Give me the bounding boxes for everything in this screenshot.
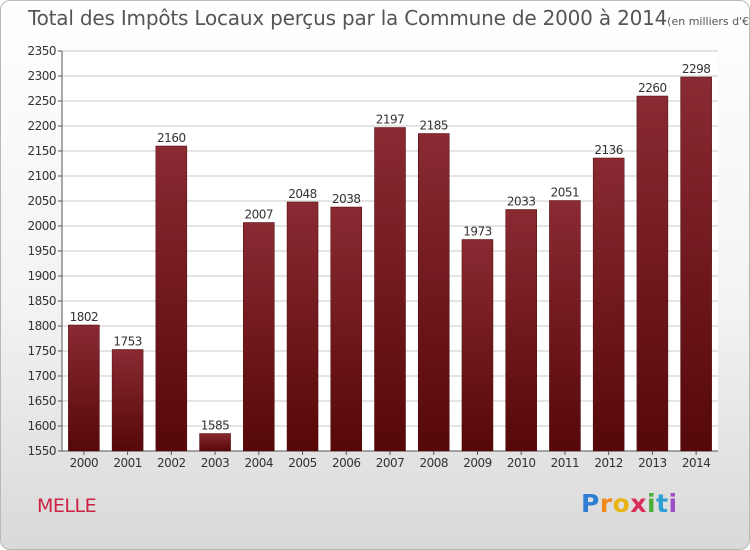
x-tick-label: 2001 <box>113 456 142 470</box>
bar <box>68 324 100 452</box>
x-tick-label: 2010 <box>507 456 536 470</box>
bar-value-label: 2160 <box>157 131 186 145</box>
bar-value-label: 2197 <box>376 113 405 127</box>
x-tick-label: 2000 <box>70 456 99 470</box>
x-tick-label: 2004 <box>245 456 274 470</box>
bar-value-label: 2298 <box>682 62 711 76</box>
bar-value-label: 1585 <box>201 419 230 433</box>
x-tick-label: 2013 <box>638 456 667 470</box>
y-tick-label: 1750 <box>27 344 56 358</box>
bar <box>286 201 319 452</box>
bar-value-label: 2185 <box>419 119 448 133</box>
y-tick-label: 1950 <box>27 244 56 258</box>
chart-title-text: Total des Impôts Locaux perçus par la Co… <box>28 6 668 30</box>
y-tick-label: 2200 <box>27 119 56 133</box>
bar <box>155 145 188 452</box>
bar <box>549 200 581 452</box>
y-tick-label: 2150 <box>27 144 56 158</box>
bar <box>505 209 537 452</box>
x-tick-label: 2005 <box>288 456 317 470</box>
bar-value-label: 2007 <box>245 208 274 222</box>
x-tick-label: 2012 <box>594 456 623 470</box>
x-tick-label: 2011 <box>551 456 580 470</box>
bar <box>592 157 625 452</box>
bar-value-label: 1802 <box>70 310 99 324</box>
bar <box>111 349 144 452</box>
y-tick-label: 1850 <box>27 294 56 308</box>
bar <box>199 433 231 452</box>
logo-letter: o <box>612 489 631 518</box>
x-tick-label: 2014 <box>682 456 711 470</box>
logo-letter: i <box>668 489 678 518</box>
bar-value-label: 1753 <box>113 335 142 349</box>
x-tick-label: 2009 <box>463 456 492 470</box>
bar <box>374 127 406 452</box>
y-tick-label: 1600 <box>27 419 56 433</box>
chart-title-unit: (en milliers d'€) <box>667 15 750 28</box>
logo-letter: i <box>647 489 657 518</box>
y-tick-label: 1900 <box>27 269 56 283</box>
x-tick-label: 2007 <box>376 456 405 470</box>
bar <box>680 76 712 452</box>
bar-value-label: 2051 <box>551 186 580 200</box>
bar <box>461 239 494 452</box>
proxiti-logo: Proxiti <box>581 489 678 518</box>
city-name: MELLE <box>37 495 97 517</box>
x-tick-label: 2008 <box>419 456 448 470</box>
y-tick-label: 2000 <box>27 219 56 233</box>
y-tick-label: 1700 <box>27 369 56 383</box>
y-tick-label: 2300 <box>27 69 56 83</box>
logo-letter: x <box>630 489 647 518</box>
x-tick-label: 2003 <box>201 456 230 470</box>
chart-title: Total des Impôts Locaux perçus par la Co… <box>28 6 750 30</box>
y-tick-label: 2250 <box>27 94 56 108</box>
bar <box>330 206 363 452</box>
logo-letter: r <box>599 489 613 518</box>
bar-value-label: 2048 <box>288 187 317 201</box>
y-tick-label: 1550 <box>27 444 56 458</box>
bar-value-label: 1973 <box>463 225 492 239</box>
logo-letter: t <box>656 489 669 518</box>
y-tick-label: 2350 <box>27 44 56 58</box>
bar-value-label: 2260 <box>638 81 667 95</box>
y-tick-label: 2050 <box>27 194 56 208</box>
x-tick-label: 2006 <box>332 456 361 470</box>
x-tick-label: 2002 <box>157 456 186 470</box>
y-tick-label: 1650 <box>27 394 56 408</box>
bar <box>243 222 275 452</box>
bar <box>636 95 669 452</box>
bar <box>417 133 450 452</box>
y-tick-label: 1800 <box>27 319 56 333</box>
bar-value-label: 2136 <box>594 143 623 157</box>
bar-value-label: 2033 <box>507 195 536 209</box>
logo-letter: P <box>581 489 600 518</box>
bar-value-label: 2038 <box>332 192 361 206</box>
y-tick-label: 2100 <box>27 169 56 183</box>
